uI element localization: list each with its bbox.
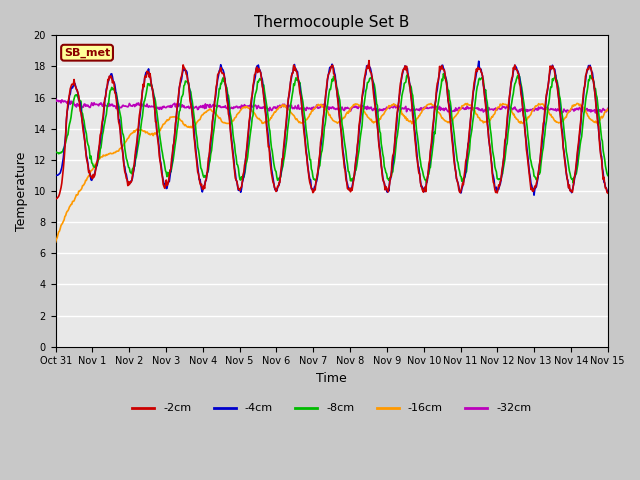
X-axis label: Time: Time (316, 372, 347, 385)
Title: Thermocouple Set B: Thermocouple Set B (254, 15, 410, 30)
Text: SB_met: SB_met (64, 48, 110, 58)
Legend: -2cm, -4cm, -8cm, -16cm, -32cm: -2cm, -4cm, -8cm, -16cm, -32cm (128, 399, 536, 418)
Y-axis label: Temperature: Temperature (15, 151, 28, 231)
